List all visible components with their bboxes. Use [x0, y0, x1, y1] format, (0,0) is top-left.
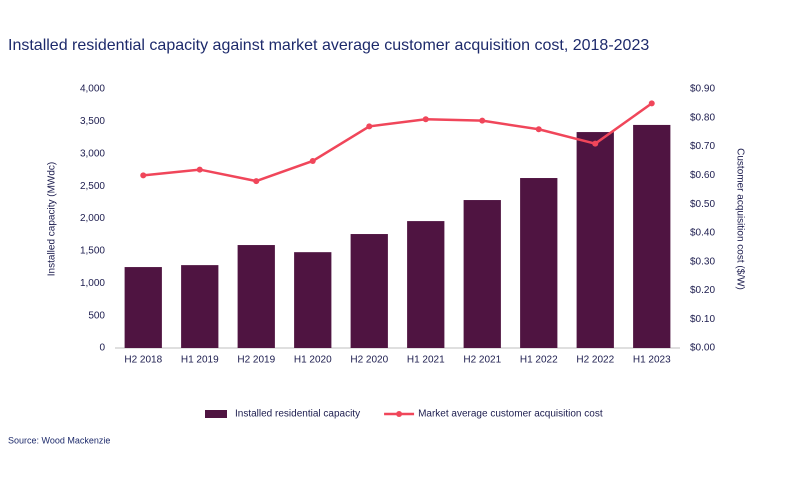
x-tick-label: H2 2022 — [576, 355, 614, 366]
y-tick-label: 4,000 — [80, 84, 105, 95]
source: Source: Wood Mackenzie — [8, 435, 110, 445]
y2-tick-label: $0.80 — [690, 112, 715, 123]
y2-tick-label: $0.60 — [690, 170, 715, 181]
y2-axis-label: Customer acquisition cost ($/W) — [734, 148, 745, 290]
x-tick-label: H2 2021 — [463, 355, 501, 366]
x-tick-label: H1 2023 — [633, 355, 671, 366]
bar — [520, 178, 558, 348]
line-point — [309, 157, 316, 164]
y-tick-label: 2,500 — [80, 181, 105, 192]
line-point — [479, 117, 486, 124]
line-point — [366, 123, 373, 130]
legend-label: Installed residential capacity — [235, 409, 360, 420]
line-point — [535, 126, 542, 133]
y-axis-label: Installed capacity (MWdc) — [47, 162, 58, 276]
x-tick-label: H1 2022 — [520, 355, 558, 366]
x-tick-label: H1 2021 — [407, 355, 445, 366]
x-tick-label: H1 2020 — [294, 355, 332, 366]
y2-tick-label: $0.40 — [690, 228, 715, 239]
line-point — [648, 100, 655, 107]
y-tick-label: 2,000 — [80, 213, 105, 224]
x-tick-label: H1 2019 — [181, 355, 219, 366]
legend-label: Market average customer acquisition cost — [418, 409, 603, 420]
y2-tick-label: $0.50 — [690, 199, 715, 210]
line-point — [140, 172, 147, 179]
bar — [237, 245, 275, 348]
y2-tick-label: $0.00 — [690, 343, 715, 354]
bar — [294, 252, 332, 348]
x-tick-label: H2 2019 — [237, 355, 275, 366]
bar — [124, 267, 162, 348]
bar — [463, 200, 501, 348]
chart-title: Installed residential capacity against m… — [8, 37, 649, 54]
bar — [350, 234, 388, 348]
y-tick-label: 0 — [99, 343, 105, 354]
line-point — [592, 140, 599, 147]
line-point — [422, 116, 429, 123]
line — [143, 102, 653, 183]
line-point — [196, 166, 203, 173]
y-tick-label: 500 — [88, 310, 105, 321]
bar — [633, 124, 671, 348]
bar — [576, 132, 614, 348]
bar — [407, 221, 445, 348]
y2-tick-label: $0.70 — [690, 141, 715, 152]
y2-tick-label: $0.10 — [690, 314, 715, 325]
legend-swatch — [396, 411, 403, 417]
legend-swatch — [205, 410, 227, 418]
y-tick-label: 3,500 — [80, 116, 105, 127]
y2-tick-label: $0.90 — [690, 84, 715, 95]
bar — [181, 265, 219, 348]
y2-tick-label: $0.30 — [690, 256, 715, 267]
line-point — [253, 178, 260, 185]
y2-tick-label: $0.20 — [690, 285, 715, 296]
x-tick-label: H2 2018 — [124, 355, 162, 366]
x-tick-label: H2 2020 — [350, 355, 388, 366]
y-tick-label: 3,000 — [80, 148, 105, 159]
y-tick-label: 1,000 — [80, 278, 105, 289]
y-tick-label: 1,500 — [80, 246, 105, 257]
